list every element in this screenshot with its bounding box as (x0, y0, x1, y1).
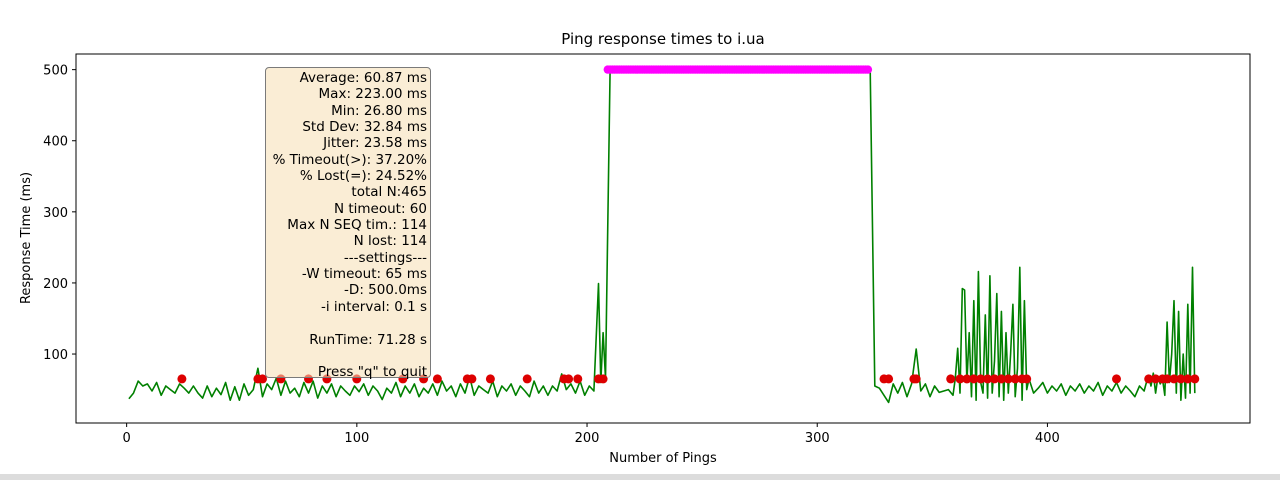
x-tick-label: 0 (123, 431, 131, 446)
timeout-marker (1003, 374, 1013, 384)
timeout-marker (983, 374, 993, 384)
y-tick-label: 200 (43, 277, 68, 292)
stats-box: Average: 60.87 ms Max: 223.00 ms Min: 26.8… (265, 67, 431, 381)
timeout-marker (1176, 374, 1186, 384)
timeout-marker (1190, 374, 1200, 384)
lost-marker (863, 65, 873, 74)
timeout-marker (485, 374, 495, 384)
timeout-marker (884, 374, 894, 384)
timeout-marker (564, 374, 574, 384)
timeout-marker (432, 374, 442, 384)
lost-markers-group (603, 65, 873, 74)
response-line-group (128, 68, 1196, 404)
stats-line: Std Dev: 32.84 ms (302, 119, 427, 136)
timeout-marker (573, 374, 583, 384)
stats-line: N lost: 114 (353, 233, 427, 250)
timeout-marker (1144, 374, 1154, 384)
x-tick-label: 400 (1035, 431, 1060, 446)
x-tick-label: 300 (805, 431, 830, 446)
y-tick-label: 500 (43, 64, 68, 79)
y-axis-label: Response Time (ms) (19, 172, 34, 304)
stats-line: Average: 60.87 ms (299, 70, 427, 86)
stats-line: Max: 223.00 ms (318, 86, 427, 103)
timeout-marker (955, 374, 965, 384)
stats-line (266, 315, 427, 331)
stats-line: -W timeout: 65 ms (301, 266, 427, 283)
timeout-marker (962, 374, 972, 384)
stats-line: RunTime: 71.28 s (309, 331, 427, 348)
timeout-markers-group (177, 374, 1200, 384)
timeout-marker (1162, 374, 1172, 384)
stats-line: % Lost(=): 24.52% (299, 168, 427, 185)
timeout-marker (990, 374, 999, 384)
y-tick-label: 400 (43, 135, 68, 150)
chart-title: Ping response times to i.ua (561, 30, 765, 48)
timeout-marker (177, 374, 187, 384)
timeout-marker (911, 374, 921, 384)
timeout-marker (1010, 374, 1020, 384)
stats-line: -D: 500.0ms (344, 282, 427, 299)
timeout-marker (996, 374, 1006, 384)
timeout-marker (258, 374, 267, 384)
x-axis-ticks: 0 100 200 300 400 (123, 423, 1060, 446)
x-axis-label: Number of Pings (609, 451, 717, 466)
window-bottom-bar (0, 474, 1280, 480)
stats-line: Jitter: 23.58 ms (323, 135, 427, 152)
timeout-marker (1169, 374, 1179, 384)
stats-line (266, 348, 427, 364)
stats-line: -i interval: 0.1 s (320, 298, 427, 315)
timeout-marker (1183, 374, 1193, 384)
timeout-marker (522, 374, 532, 384)
stats-line: total N:465 (351, 184, 427, 201)
plot-area (76, 54, 1250, 423)
stats-line: N timeout: 60 (333, 200, 427, 217)
stats-line: Min: 26.80 ms (331, 102, 427, 119)
y-tick-label: 300 (43, 206, 68, 221)
stats-line: % Timeout(>): 37.20% (272, 151, 427, 168)
x-tick-label: 100 (344, 431, 369, 446)
timeout-marker (1022, 374, 1032, 384)
timeout-marker (1151, 374, 1161, 384)
stats-line: Max N SEQ tim.: 114 (287, 217, 427, 234)
timeout-marker (946, 374, 956, 384)
timeout-marker (467, 374, 477, 384)
timeout-marker (969, 374, 979, 384)
stats-line: Press "q" to quit (317, 364, 427, 381)
y-axis-ticks: 100 200 300 400 500 (43, 64, 76, 363)
timeout-marker (598, 374, 608, 384)
y-tick-label: 100 (43, 348, 68, 363)
response-time-line (128, 68, 1196, 404)
timeout-marker (1112, 374, 1121, 384)
plot-frame (75, 53, 1251, 424)
stats-line: ---settings--- (343, 249, 427, 266)
timeout-marker (976, 374, 986, 384)
x-tick-label: 200 (575, 431, 600, 446)
